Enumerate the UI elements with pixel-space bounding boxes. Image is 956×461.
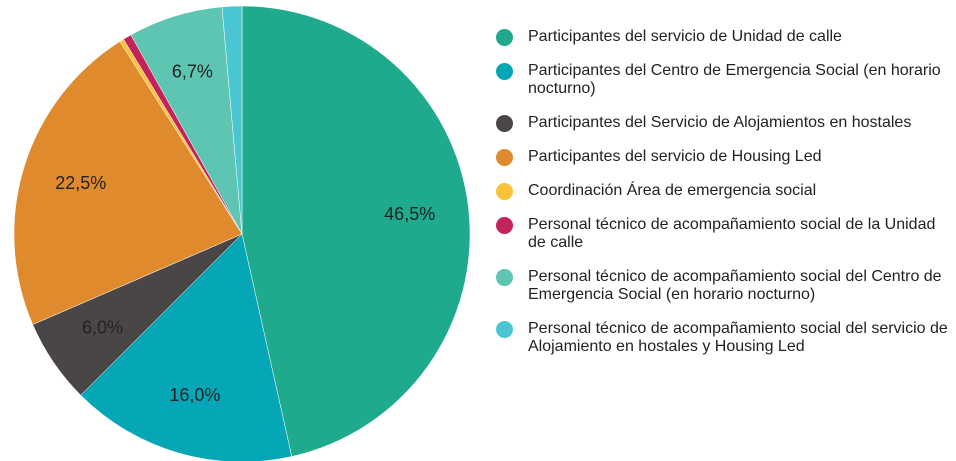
legend-swatch	[496, 321, 513, 338]
legend-swatch	[496, 183, 513, 200]
legend-swatch	[496, 29, 513, 46]
pie: 46,5% 16,0% 6,0% 22,5% 6,7%	[13, 5, 471, 461]
legend: Participantes del servicio de Unidad de …	[496, 28, 956, 372]
slice-label: 6,7%	[172, 61, 213, 81]
legend-item: Participantes del servicio de Housing Le…	[496, 148, 956, 166]
pie-slice	[241, 5, 471, 457]
legend-swatch	[496, 217, 513, 234]
slice-label: 16,0%	[169, 385, 220, 405]
legend-item: Personal técnico de acompañamiento socia…	[496, 268, 956, 304]
legend-swatch	[496, 115, 513, 132]
legend-swatch	[496, 63, 513, 80]
slice-label: 46,5%	[384, 204, 435, 224]
pie-slice	[13, 41, 243, 325]
slice-label: 6,0%	[82, 318, 123, 338]
legend-label: Participantes del Centro de Emergencia S…	[528, 62, 941, 97]
legend-item: Personal técnico de acompañamiento socia…	[496, 216, 956, 252]
legend-item: Participantes del Centro de Emergencia S…	[496, 62, 956, 98]
legend-label: Personal técnico de acompañamiento socia…	[528, 268, 942, 303]
legend-label: Personal técnico de acompañamiento socia…	[528, 320, 948, 355]
legend-label: Coordinación Área de emergencia social	[528, 182, 817, 199]
legend-label: Personal técnico de acompañamiento socia…	[528, 216, 936, 251]
legend-swatch	[496, 269, 513, 286]
legend-swatch	[496, 149, 513, 166]
legend-item: Participantes del servicio de Unidad de …	[496, 28, 956, 46]
legend-label: Participantes del Servicio de Alojamient…	[528, 114, 912, 131]
pie-slice	[221, 5, 243, 235]
slice-label: 22,5%	[55, 173, 106, 193]
legend-item: Personal técnico de acompañamiento socia…	[496, 320, 956, 356]
legend-item: Participantes del Servicio de Alojamient…	[496, 114, 956, 132]
legend-label: Participantes del servicio de Housing Le…	[528, 148, 822, 165]
pie-slice	[80, 233, 293, 461]
legend-item: Coordinación Área de emergencia social	[496, 182, 956, 200]
legend-label: Participantes del servicio de Unidad de …	[528, 28, 842, 45]
